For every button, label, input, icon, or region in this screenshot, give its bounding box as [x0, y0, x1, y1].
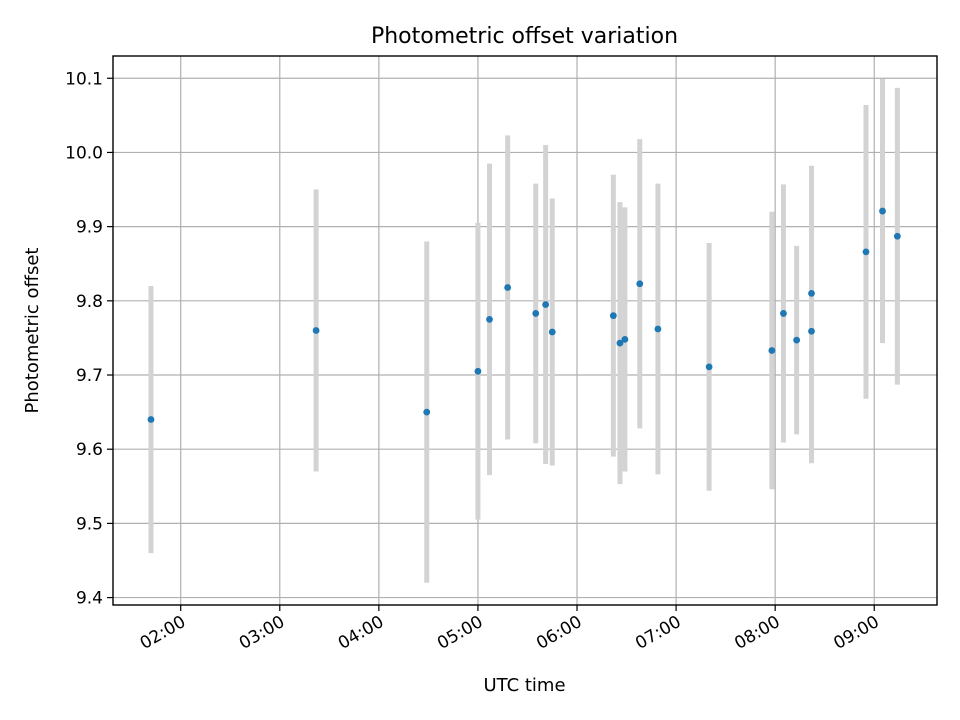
data-point: [780, 310, 787, 317]
data-point: [808, 290, 815, 297]
y-tick-label: 10.1: [65, 69, 103, 89]
plot-frame: [112, 55, 938, 606]
data-point: [609, 312, 617, 320]
y-tick-label: 9.7: [76, 366, 103, 386]
x-tick-label: 05:00: [434, 612, 486, 654]
y-tick-label: 10.0: [65, 143, 103, 163]
y-tick-label: 9.9: [76, 218, 103, 238]
data-point: [862, 248, 870, 256]
data-point: [504, 284, 512, 291]
data-point: [654, 325, 662, 333]
x-tick-label: 04:00: [335, 612, 387, 654]
data-point: [705, 363, 713, 371]
data-point: [548, 328, 556, 336]
data-point: [808, 327, 815, 335]
y-tick-label: 9.8: [76, 292, 103, 312]
data-point: [474, 367, 482, 375]
x-tick-label: 02:00: [137, 612, 189, 654]
data-point: [542, 301, 550, 308]
data-point: [879, 207, 886, 215]
data-points: [147, 207, 901, 423]
data-point: [893, 232, 901, 240]
data-point: [621, 336, 629, 343]
x-tick-label: 08:00: [731, 612, 783, 654]
data-point: [532, 310, 540, 317]
data-point: [423, 408, 431, 416]
x-axis-ticks: 02:00 03:00 04:00 05:00 06:00 07:00 08:00 09:00: [137, 605, 883, 654]
x-tick-label: 03:00: [236, 612, 288, 654]
data-point: [793, 336, 801, 344]
x-axis-label: UTC time: [483, 675, 565, 696]
x-tick-label: 09:00: [830, 612, 882, 654]
data-point: [147, 416, 155, 423]
data-point: [636, 280, 644, 288]
y-tick-label: 9.5: [76, 514, 103, 534]
x-tick-label: 06:00: [533, 612, 585, 654]
grid-layer: [113, 56, 937, 605]
chart-title: Photometric offset variation: [371, 24, 678, 49]
data-point: [616, 339, 624, 347]
y-tick-label: 9.4: [76, 589, 103, 609]
y-axis-label: Photometric offset: [22, 248, 43, 414]
error-bars: [148, 78, 900, 583]
x-tick-label: 07:00: [632, 612, 684, 654]
y-axis-ticks: 9.4 9.5 9.6 9.7 9.8 9.9 10.0 10.1: [65, 69, 113, 609]
data-point: [486, 315, 493, 323]
data-point: [768, 347, 776, 354]
data-point: [312, 327, 320, 334]
y-tick-label: 9.6: [76, 440, 103, 460]
